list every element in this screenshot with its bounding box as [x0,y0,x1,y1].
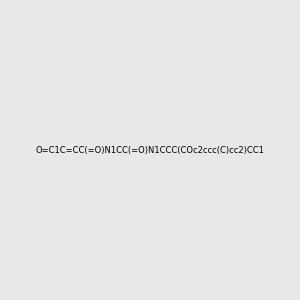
Text: O=C1C=CC(=O)N1CC(=O)N1CCC(COc2ccc(C)cc2)CC1: O=C1C=CC(=O)N1CC(=O)N1CCC(COc2ccc(C)cc2)… [36,146,264,154]
